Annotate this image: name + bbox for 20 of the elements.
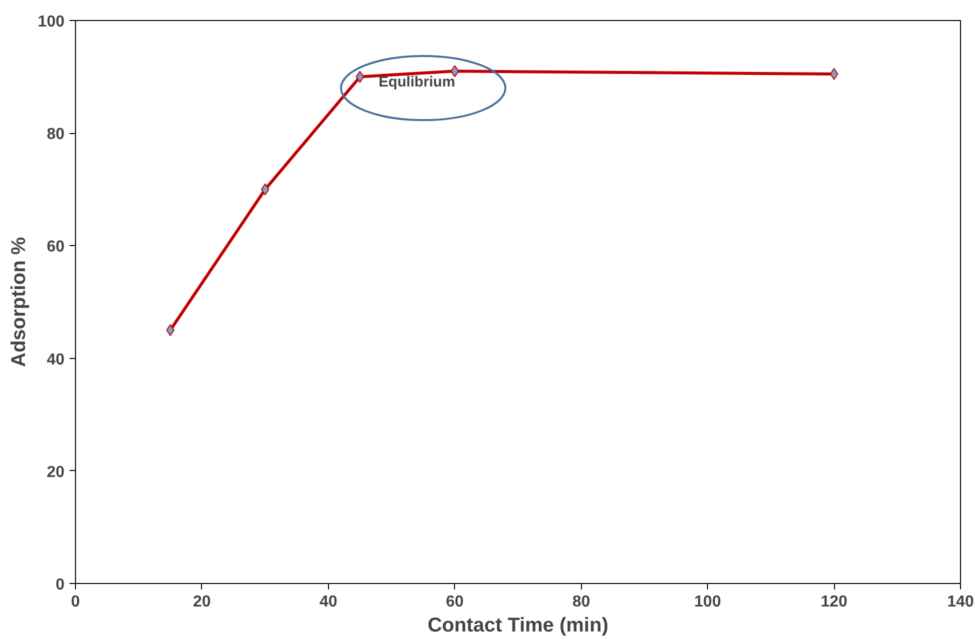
x-tick-label: 140 (947, 594, 974, 610)
y-tick-label: 40 (46, 351, 65, 368)
y-tick-label: 0 (56, 576, 65, 594)
y-tick-label: 60 (46, 238, 65, 256)
x-tick-label: 20 (193, 594, 211, 610)
y-axis-title: Adsorption % (8, 236, 30, 367)
x-tick-label: 0 (71, 594, 80, 610)
x-tick-label: 80 (572, 594, 590, 610)
point (260, 183, 270, 196)
x-tick-label: 100 (694, 594, 722, 610)
x-tick-label: 60 (446, 594, 464, 610)
point (830, 68, 838, 80)
y-tick-label: 100 (38, 14, 65, 30)
x-tick-label: 120 (820, 594, 848, 610)
x-tick-label: 40 (319, 594, 338, 610)
annotation: Equlibrium (378, 74, 456, 90)
point (356, 70, 364, 83)
x-axis-title: Contact Time (min) (428, 614, 608, 636)
y-tick-label: 80 (46, 126, 65, 144)
y-tick-label: 20 (46, 464, 65, 481)
